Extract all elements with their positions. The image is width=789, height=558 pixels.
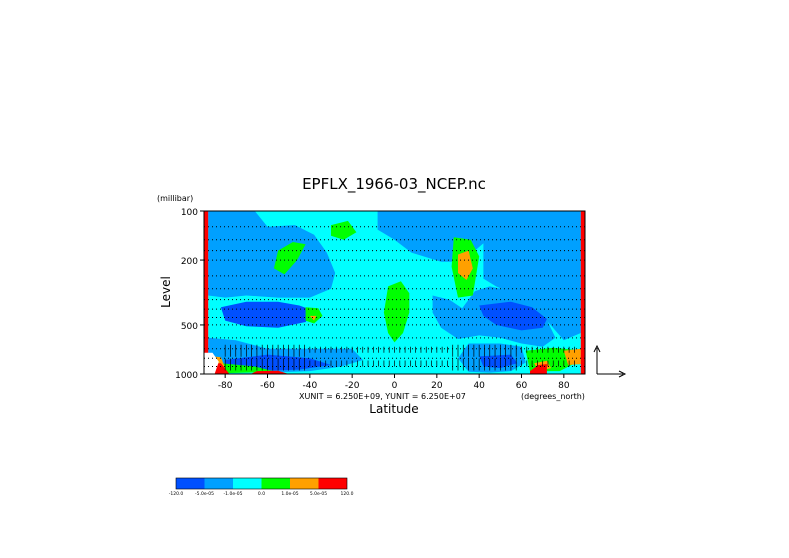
colorbar-swatch-0: [176, 478, 205, 489]
x-tick-label-20: 20: [431, 381, 443, 391]
contour-region-18: [458, 250, 473, 280]
colorbar-label-6: 120.0: [341, 491, 354, 497]
x-tick-label--20: -20: [345, 381, 360, 391]
x-tick-label-40: 40: [473, 381, 485, 391]
colorbar-swatch-4: [290, 478, 319, 489]
y-tick-label-500: 500: [181, 322, 198, 332]
y-unit-label: (millibar): [157, 194, 193, 203]
reference-vector-icon: [593, 344, 627, 378]
colorbar-legend: -120.0 -5.0e-05 -1.0e-05 0.0 1.0e-05 5.0e-05 1…: [169, 477, 354, 497]
contour-region-11: [273, 242, 306, 275]
contour-region-13: [305, 307, 323, 324]
x-tick-label--80: -80: [218, 381, 233, 391]
contour-region-24: [580, 211, 585, 374]
colorbar-label-1: -5.0e-05: [195, 491, 214, 497]
colorbar-label-2: -1.0e-05: [224, 491, 243, 497]
colorbar-frame: [175, 477, 348, 490]
contour-region-17: [220, 363, 276, 374]
colorbar-swatch-1: [204, 478, 233, 489]
contour-region-20: [563, 348, 581, 365]
contour-region-12: [331, 220, 357, 240]
y-axis-label: Level: [159, 276, 173, 308]
y-tick-label-1000: 1000: [175, 371, 198, 381]
flux-vector-layer: [224, 344, 575, 371]
y-tick-label-100: 100: [181, 208, 198, 218]
colorbar-label-0: -120.0: [169, 491, 184, 497]
contour-region-26: [250, 370, 289, 374]
colorbar-swatch-5: [318, 478, 347, 489]
colorbar-label-3: 0.0: [258, 491, 265, 497]
x-tick-label-0: 0: [392, 381, 398, 391]
contour-region-1: [208, 211, 336, 298]
contour-region-23: [204, 211, 209, 374]
x-unit-label: (degrees_north): [521, 392, 585, 401]
colorbar-label-4: 1.0e-05: [281, 491, 298, 497]
x-tick-label--40: -40: [302, 381, 317, 391]
missing-data-region-0: [204, 352, 219, 374]
unit-note: XUNIT = 6.250E+09, YUNIT = 6.250E+07: [299, 392, 466, 401]
contour-region-7: [220, 301, 315, 328]
contour-region-14: [383, 281, 410, 343]
contour-region-19: [309, 315, 317, 321]
x-tick-label--60: -60: [260, 381, 275, 391]
axis-ticks: -80 -60 -40 -20 0 20 40 60 80 100 200 500 1000: [175, 208, 570, 391]
colorbar-label-5: 5.0e-05: [310, 491, 327, 497]
chart-title: EPFLX_1966-03_NCEP.nc: [302, 175, 486, 194]
x-axis-label: Latitude: [369, 402, 418, 416]
y-tick-label-200: 200: [181, 257, 198, 267]
colorbar-swatch-3: [261, 478, 290, 489]
x-tick-label-60: 60: [516, 381, 528, 391]
x-tick-label-80: 80: [558, 381, 570, 391]
contour-region-27: [530, 364, 547, 374]
colorbar-swatch-2: [233, 478, 262, 489]
